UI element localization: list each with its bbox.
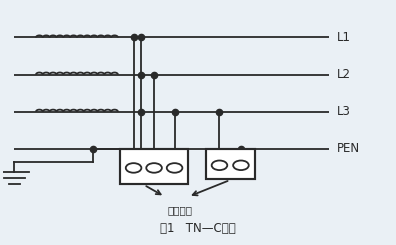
- Circle shape: [212, 160, 227, 170]
- Circle shape: [167, 163, 183, 173]
- Text: 图1   TN—C系统: 图1 TN—C系统: [160, 222, 236, 235]
- Text: L2: L2: [337, 68, 350, 81]
- Text: L1: L1: [337, 31, 350, 44]
- Text: PEN: PEN: [337, 142, 360, 155]
- Bar: [120, 149, 188, 184]
- Text: 金属外壳: 金属外壳: [168, 205, 193, 215]
- Text: L3: L3: [337, 105, 350, 118]
- Circle shape: [146, 163, 162, 173]
- Bar: [206, 149, 255, 179]
- Circle shape: [233, 160, 249, 170]
- Circle shape: [126, 163, 141, 173]
